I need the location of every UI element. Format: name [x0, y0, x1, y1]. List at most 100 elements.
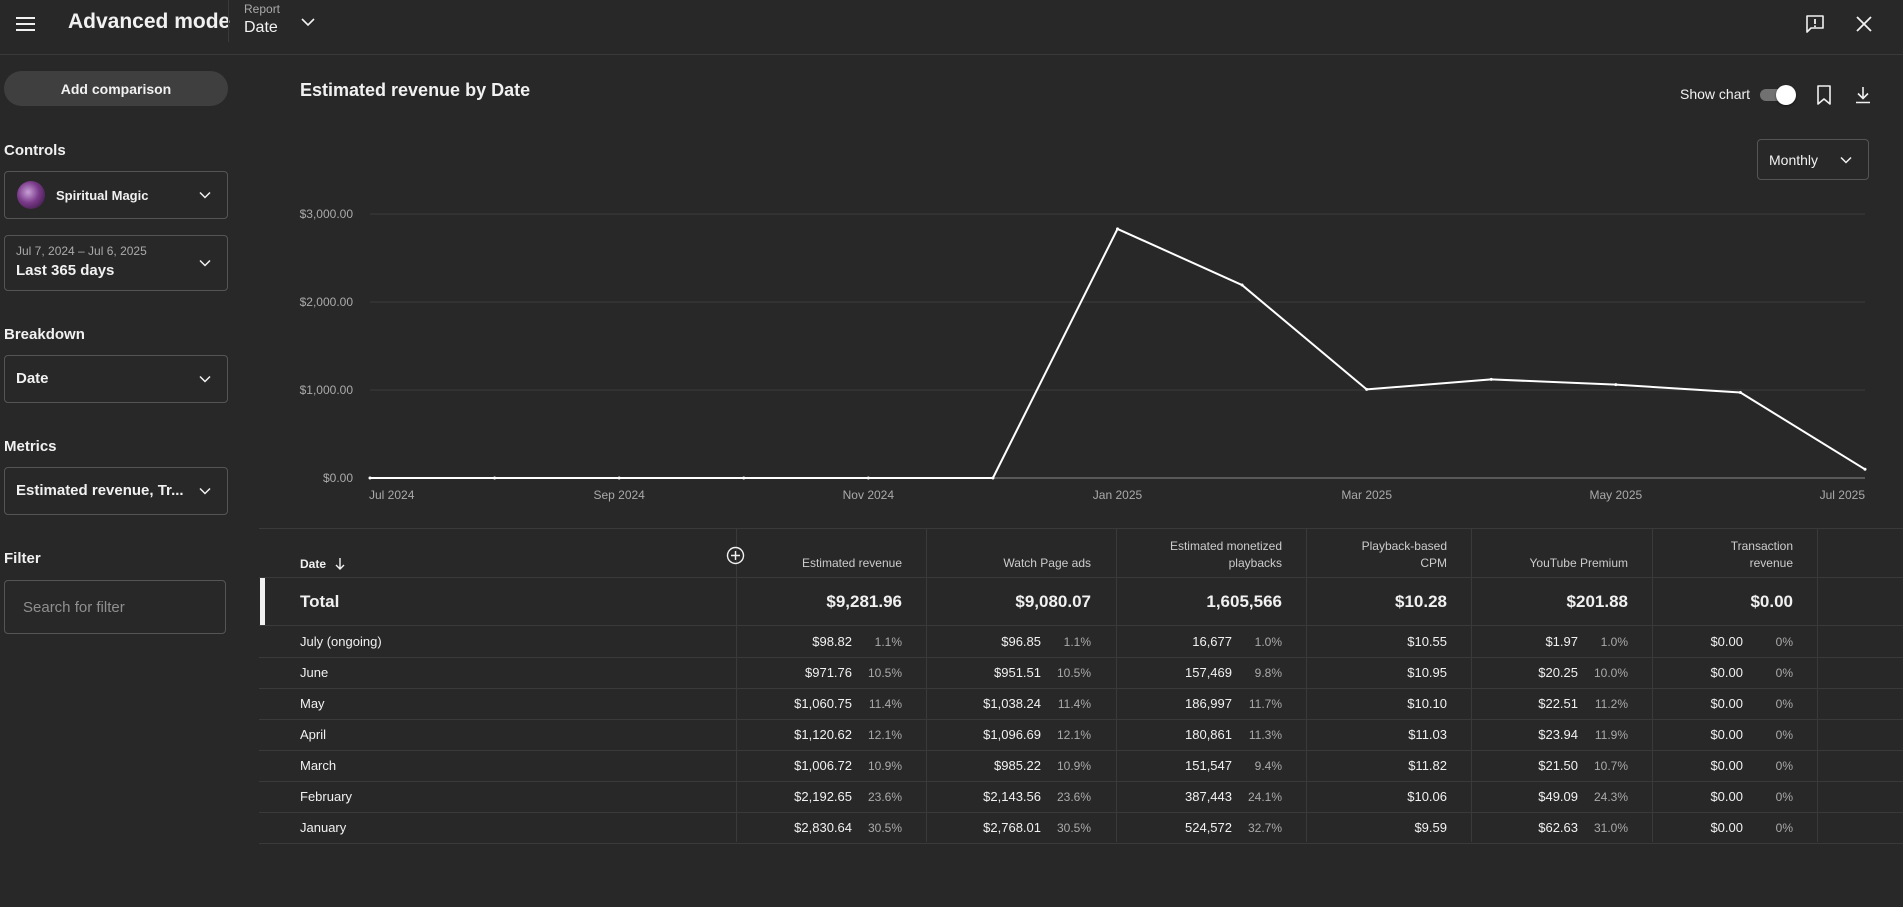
- period-dropdown[interactable]: Monthly: [1757, 139, 1869, 180]
- cell-value: $10.06: [1407, 789, 1447, 804]
- cell-percent: 30.5%: [867, 821, 902, 835]
- filter-search-input[interactable]: [4, 580, 226, 634]
- cell-value: $0.00: [1710, 634, 1743, 649]
- column-divider: [736, 529, 737, 842]
- data-point: [1116, 227, 1119, 231]
- total-value: 1,605,566: [1206, 592, 1282, 611]
- y-tick-label: $1,000.00: [300, 383, 354, 397]
- x-tick-label: Jul 2025: [1820, 488, 1866, 502]
- column-header-label: Transaction: [1730, 539, 1793, 553]
- date-range-selector[interactable]: Jul 7, 2024 – Jul 6, 2025 Last 365 days: [4, 235, 228, 291]
- row-divider: [259, 657, 1903, 658]
- chart-title: Estimated revenue by Date: [300, 80, 531, 100]
- row-label: January: [300, 820, 347, 835]
- cell-value: $11.82: [1408, 758, 1447, 773]
- cell-value: 16,677: [1192, 634, 1232, 649]
- data-point: [1489, 377, 1493, 381]
- report-label: Report: [244, 2, 281, 16]
- y-tick-label: $3,000.00: [300, 207, 354, 221]
- data-point: [1738, 390, 1742, 394]
- cell-value: $10.55: [1407, 634, 1447, 649]
- row-label: April: [300, 727, 327, 742]
- chevron-down-icon: [199, 259, 211, 267]
- cell-percent: 11.9%: [1594, 728, 1628, 742]
- channel-name: Spiritual Magic: [56, 188, 149, 203]
- arrow-down-icon[interactable]: [333, 556, 347, 572]
- chevron-down-icon: [199, 191, 211, 199]
- page-title: Advanced mode: [68, 10, 231, 33]
- cell-value: 157,469: [1185, 665, 1232, 680]
- cell-percent: 23.6%: [867, 790, 902, 804]
- cell-value: $0.00: [1710, 789, 1743, 804]
- data-point: [1863, 467, 1867, 471]
- report-selector[interactable]: Report Date: [244, 2, 280, 37]
- cell-percent: 10.9%: [1056, 759, 1091, 773]
- cell-percent: 11.7%: [1248, 697, 1282, 711]
- cell-value: 186,997: [1185, 696, 1232, 711]
- cell-value: $1,096.69: [983, 727, 1041, 742]
- feedback-icon[interactable]: [1804, 13, 1826, 35]
- cell-percent: 11.3%: [1248, 728, 1282, 742]
- cell-value: $1,060.75: [794, 696, 852, 711]
- y-tick-label: $0.00: [323, 471, 353, 485]
- cell-percent: 10.9%: [867, 759, 902, 773]
- add-comparison-button[interactable]: Add comparison: [4, 71, 228, 106]
- add-circle-icon[interactable]: [726, 546, 745, 565]
- hamburger-menu-icon[interactable]: [14, 12, 38, 36]
- column-header-date[interactable]: Date: [300, 557, 327, 571]
- cell-value: $62.63: [1538, 820, 1578, 835]
- cell-value: 387,443: [1185, 789, 1232, 804]
- download-icon[interactable]: [1853, 84, 1873, 106]
- cell-percent: 32.7%: [1247, 821, 1282, 835]
- cell-percent: 24.3%: [1593, 790, 1628, 804]
- date-preset-text: Last 365 days: [16, 262, 115, 279]
- cell-value: $23.94: [1538, 727, 1578, 742]
- column-header-label: Playback-based: [1361, 539, 1447, 553]
- channel-selector[interactable]: Spiritual Magic: [4, 171, 228, 219]
- y-tick-label: $2,000.00: [300, 295, 354, 309]
- close-icon[interactable]: [1853, 13, 1875, 35]
- column-header[interactable]: Estimated monetized playbacks: [1092, 538, 1282, 572]
- column-header[interactable]: Transaction revenue: [1603, 538, 1793, 572]
- x-tick-label: Mar 2025: [1341, 488, 1392, 502]
- metrics-selector[interactable]: Estimated revenue, Tr...: [4, 467, 228, 515]
- metrics-value: Estimated revenue, Tr...: [16, 482, 184, 499]
- controls-heading: Controls: [4, 142, 66, 159]
- cell-percent: 23.6%: [1056, 790, 1091, 804]
- column-header[interactable]: Playback-based CPM: [1257, 538, 1447, 572]
- cell-value: $9.59: [1414, 820, 1447, 835]
- data-point: [1240, 283, 1244, 287]
- column-header[interactable]: YouTube Premium: [1438, 555, 1629, 572]
- chevron-down-icon[interactable]: [298, 12, 318, 32]
- cell-percent: 10.5%: [1056, 666, 1091, 680]
- column-header[interactable]: Estimated revenue: [712, 555, 902, 572]
- row-divider: [259, 688, 1903, 689]
- cell-value: $20.25: [1538, 665, 1578, 680]
- cell-percent: 0%: [1775, 697, 1793, 711]
- data-point: [493, 476, 497, 480]
- cell-value: $2,192.65: [794, 789, 852, 804]
- cell-value: $22.51: [1538, 696, 1578, 711]
- row-divider: [259, 577, 1903, 578]
- column-header-label: Estimated revenue: [801, 556, 902, 570]
- cell-percent: 1.1%: [874, 635, 902, 649]
- column-header[interactable]: Watch Page ads: [901, 555, 1091, 572]
- row-label: March: [300, 758, 337, 773]
- period-value: Monthly: [1769, 152, 1819, 168]
- cell-value: $0.00: [1710, 696, 1743, 711]
- data-point: [1365, 387, 1369, 391]
- cell-value: $98.82: [812, 634, 852, 649]
- breakdown-heading: Breakdown: [4, 326, 85, 343]
- cell-percent: 9.8%: [1254, 666, 1282, 680]
- show-chart-toggle[interactable]: [1760, 85, 1796, 105]
- cell-value: $1,006.72: [794, 758, 852, 773]
- data-point: [991, 476, 995, 480]
- bookmark-icon[interactable]: [1814, 84, 1834, 106]
- top-bar: Advanced mode Report Date: [0, 0, 1903, 55]
- column-divider: [1471, 529, 1472, 842]
- total-value: $9,281.96: [826, 592, 902, 611]
- cell-value: $49.09: [1538, 789, 1578, 804]
- breakdown-selector[interactable]: Date: [4, 355, 228, 403]
- chevron-down-icon: [199, 375, 211, 383]
- report-value: Date: [244, 19, 278, 36]
